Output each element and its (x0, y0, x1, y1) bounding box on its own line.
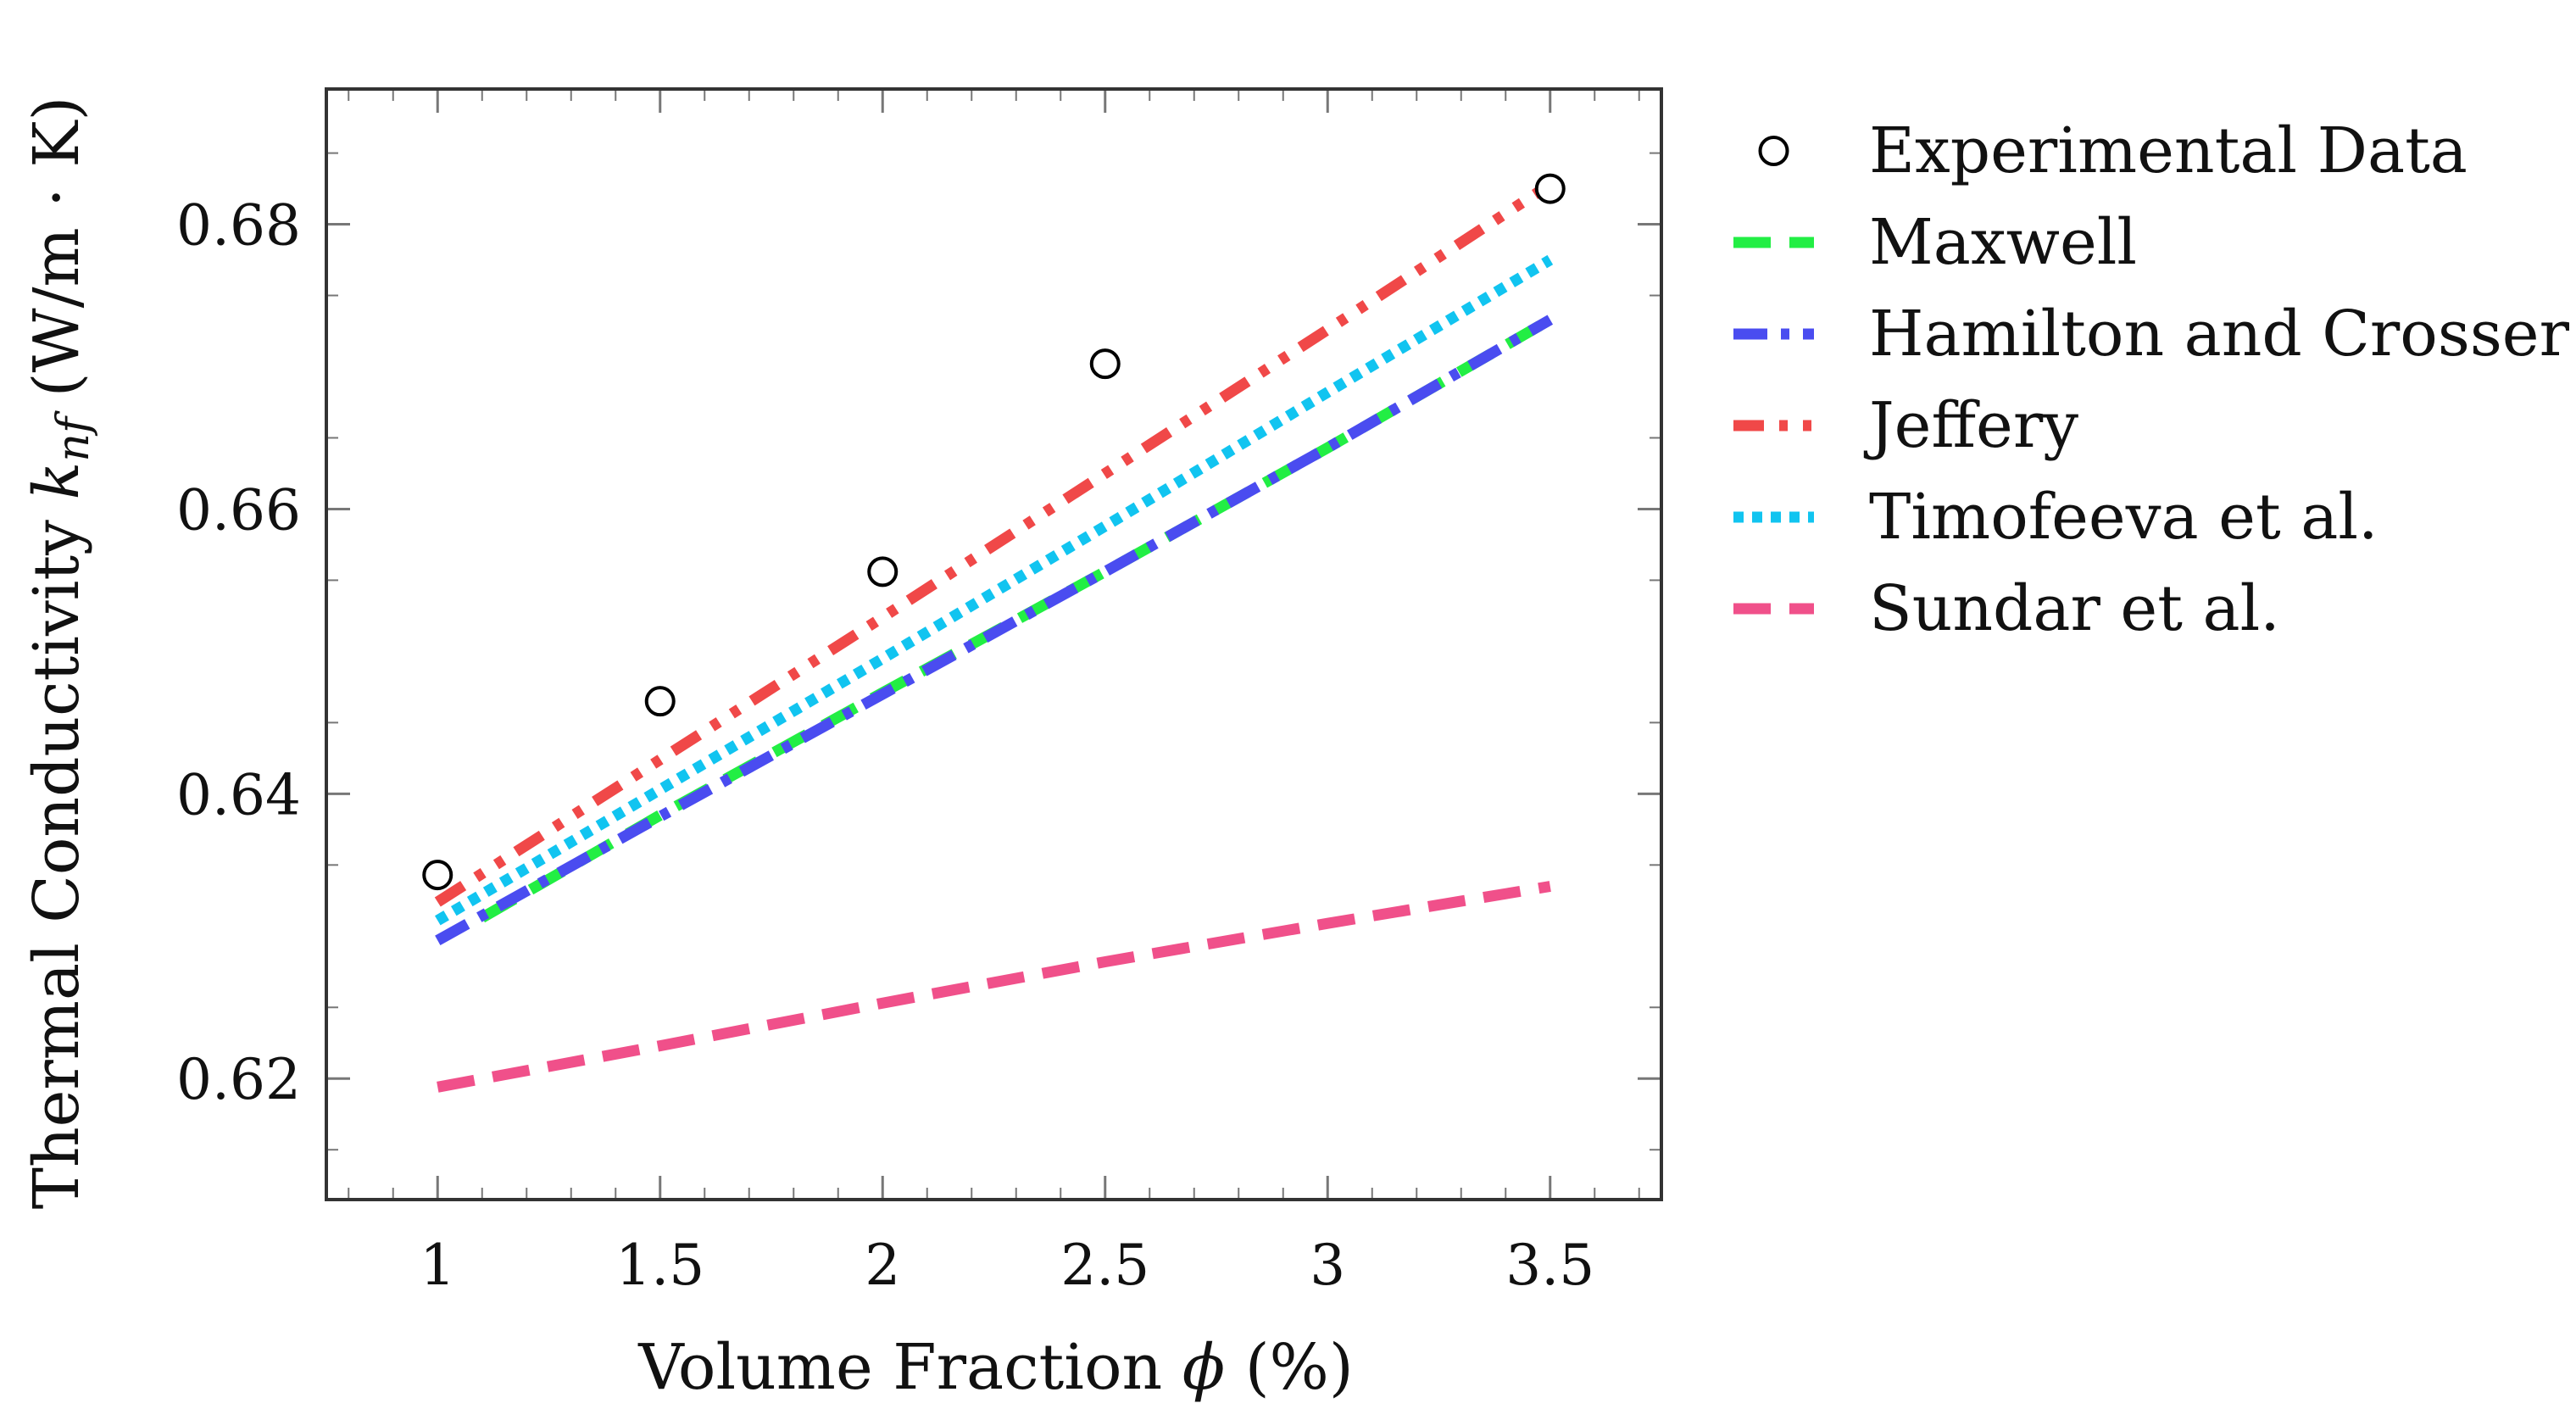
legend-item-maxwell: Maxwell (1733, 206, 2137, 279)
legend-item-jeffery: Jeffery (1733, 389, 2078, 462)
x-tick-label: 1.5 (615, 1233, 704, 1298)
legend-label-jeffery: Jeffery (1863, 389, 2078, 462)
series-line-timofeeva-et-al (435, 254, 1554, 926)
y-tick-label: 0.62 (176, 1047, 301, 1112)
x-tick-label: 1 (420, 1233, 455, 1298)
y-axis-label: Thermal Conductivity knf (W/m · K) (20, 97, 99, 1210)
y-axis-unit: (W/m · K) (20, 97, 93, 398)
legend-label-experimental-data: Experimental Data (1869, 114, 2468, 187)
legend-item-timofeeva-et-al: Timofeeva et al. (1733, 481, 2378, 554)
y-axis-subscript: nf (48, 410, 99, 461)
series-line-sundar-et-al (437, 881, 1551, 1093)
legend: Experimental Data Maxwell Hamilton and Cro… (1733, 114, 2570, 645)
legend-label-maxwell: Maxwell (1869, 206, 2137, 279)
y-axis-symbol: k (20, 462, 93, 500)
legend-marker-experimental-data (1758, 136, 1789, 166)
tick-labels: 1 1.5 2 2.5 3 3.5 0.62 0.64 0.66 0.68 (176, 193, 1594, 1298)
data-point-experimental-data (422, 860, 453, 891)
x-tick-label: 3.5 (1505, 1233, 1594, 1298)
x-tick-label: 3 (1310, 1233, 1345, 1298)
y-axis-label-text: Thermal Conductivity (20, 520, 93, 1210)
legend-label-hamilton-and-crosser: Hamilton and Crosser (1869, 298, 2570, 370)
data-point-experimental-data (644, 686, 676, 717)
y-tick-label: 0.66 (176, 477, 301, 543)
y-tick-label: 0.64 (176, 762, 301, 827)
legend-item-sundar-et-al: Sundar et al. (1733, 572, 2280, 645)
legend-item-experimental-data: Experimental Data (1758, 114, 2468, 187)
tick-marks (326, 89, 1661, 1200)
x-tick-label: 2 (865, 1233, 900, 1298)
x-axis-label: Volume Fraction ϕ (%) (637, 1331, 1354, 1404)
x-axis-symbol: ϕ (1182, 1331, 1225, 1404)
plot-series (422, 173, 1566, 1093)
series-line-jeffery (434, 180, 1554, 907)
y-tick-label: 0.68 (176, 193, 301, 259)
data-point-experimental-data (867, 556, 899, 587)
x-axis-unit: (%) (1245, 1331, 1354, 1404)
x-axis-label-text: Volume Fraction (637, 1331, 1162, 1404)
data-point-experimental-data (1089, 348, 1121, 380)
legend-label-sundar-et-al: Sundar et al. (1869, 572, 2280, 645)
data-point-experimental-data (1534, 173, 1566, 204)
x-tick-label: 2.5 (1060, 1233, 1149, 1298)
legend-item-hamilton-and-crosser: Hamilton and Crosser (1733, 298, 2570, 370)
legend-label-timofeeva-et-al: Timofeeva et al. (1869, 481, 2378, 554)
series-line-hamilton-and-crosser (435, 315, 1554, 945)
plot-area-frame (325, 87, 1663, 1201)
